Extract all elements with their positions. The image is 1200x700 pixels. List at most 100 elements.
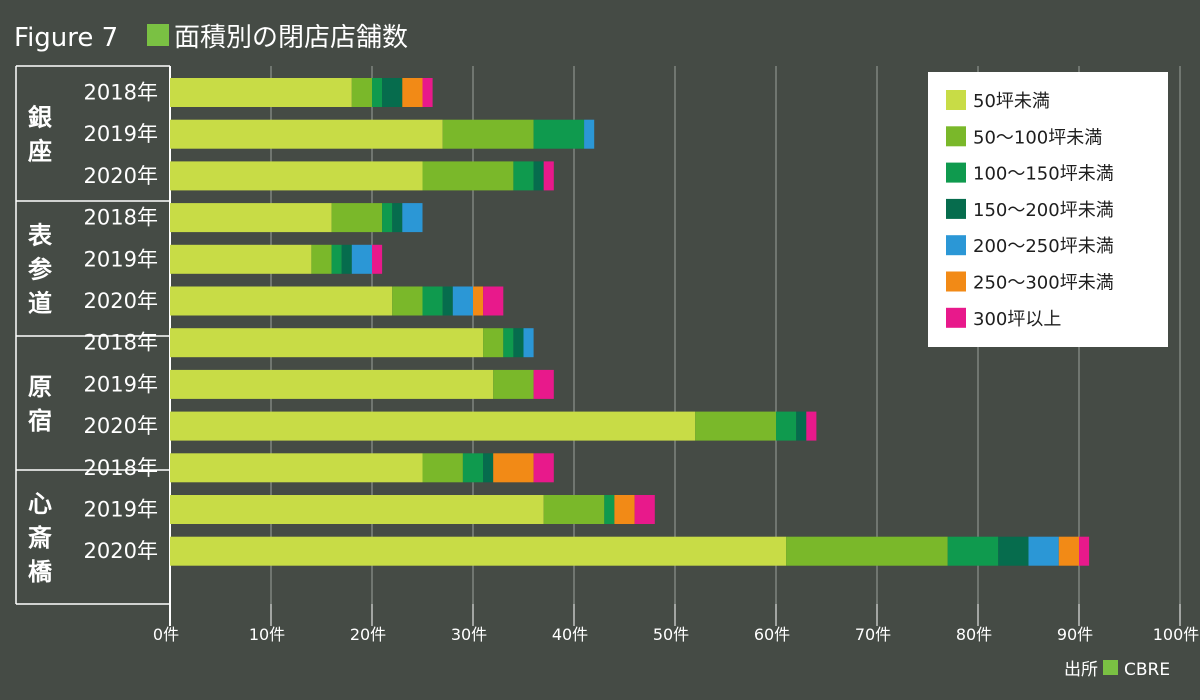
- group-label-char: 参: [28, 256, 52, 284]
- x-tick-label: 10件: [249, 625, 285, 644]
- bar-segment: [483, 286, 504, 316]
- group-label-char: 宿: [28, 407, 52, 435]
- group-label-char: 斎: [28, 524, 52, 552]
- figure-number: Figure 7: [14, 23, 118, 53]
- bar-segment: [533, 119, 585, 149]
- x-tick-label: 90件: [1057, 625, 1093, 644]
- bar-segment: [604, 495, 615, 524]
- source-note: 出所 CBRE: [1064, 660, 1170, 680]
- legend-swatch: [946, 271, 966, 292]
- bar-segment: [170, 328, 484, 358]
- bar-segment: [392, 203, 403, 233]
- bar-segment: [796, 411, 807, 441]
- legend-label: 50～100坪未満: [973, 127, 1102, 148]
- bar-segment: [483, 453, 494, 483]
- bar-segment: [331, 203, 383, 233]
- group-label: 銀座: [28, 104, 52, 166]
- bar-segment: [170, 119, 443, 149]
- group-label-char: 銀: [28, 104, 52, 132]
- group-label-char: 心: [28, 490, 52, 518]
- bar-segment: [947, 536, 999, 566]
- legend-swatch: [946, 307, 966, 328]
- group-label-char: 表: [28, 222, 53, 250]
- group-label: 原宿: [28, 373, 52, 435]
- axis-frame: [15, 65, 171, 626]
- legend-label: 50坪未満: [973, 91, 1050, 112]
- group-label: 表参道: [28, 222, 53, 318]
- legend: 50坪未満 50～100坪未満 100～150坪未満 150～200坪未満 200～25…: [928, 72, 1168, 347]
- x-tick-label: 100件: [1153, 625, 1200, 644]
- bar-segment: [1079, 536, 1090, 566]
- bar-segment: [422, 286, 443, 316]
- bar-segment: [402, 203, 423, 233]
- bar-segment: [493, 453, 534, 483]
- year-label: 2020年: [84, 414, 158, 438]
- x-tick-label: 70件: [855, 625, 891, 644]
- group-label-char: 原: [28, 373, 52, 401]
- bar-segment: [170, 161, 423, 191]
- legend-box: [928, 72, 1168, 347]
- bar-segment: [483, 328, 504, 358]
- bar-segment: [442, 286, 453, 316]
- legend-label: 250～300坪未満: [973, 273, 1114, 294]
- bar-segment: [543, 161, 554, 191]
- source-marker: [1103, 660, 1118, 675]
- bar-segment: [382, 203, 393, 233]
- bar-segment: [695, 411, 776, 441]
- group-label-char: 道: [28, 290, 52, 318]
- bar-segment: [392, 286, 423, 316]
- bar-segment: [351, 244, 372, 274]
- x-tick-label: 0件: [153, 625, 179, 644]
- year-label: 2018年: [84, 456, 158, 480]
- bar-segment: [503, 328, 514, 358]
- x-tick-label: 30件: [451, 625, 487, 644]
- bar-segment: [402, 78, 423, 107]
- bar-segment: [331, 244, 342, 274]
- legend-label: 300坪以上: [973, 309, 1061, 330]
- source-label: 出所: [1064, 660, 1098, 680]
- bar-segment: [513, 161, 534, 191]
- legend-label: 200～250坪未満: [973, 236, 1114, 257]
- bar-segment: [543, 495, 605, 524]
- x-tick-label: 50件: [653, 625, 689, 644]
- bar-segment: [170, 369, 494, 399]
- chart-title-text: 面積別の閉店店舗数: [174, 23, 408, 53]
- bar-segment: [533, 161, 544, 191]
- y-axis-labels: 銀座2018年2019年2020年表参道2018年2019年2020年原宿201…: [28, 81, 158, 587]
- bars: [170, 78, 1090, 566]
- bar-segment: [351, 78, 372, 107]
- legend-swatch: [946, 235, 966, 256]
- legend-swatch: [946, 126, 966, 147]
- bar-segment: [170, 495, 544, 524]
- bar-segment: [442, 119, 534, 149]
- bar-segment: [422, 78, 433, 107]
- bar-segment: [786, 536, 948, 566]
- bar-segment: [533, 369, 554, 399]
- bar-segment: [170, 203, 332, 233]
- x-tick-label: 80件: [956, 625, 992, 644]
- legend-swatch: [946, 90, 966, 110]
- bar-segment: [584, 119, 595, 149]
- year-label: 2018年: [84, 206, 158, 230]
- x-axis-ticks: 0件 10件 20件 30件 40件 50件 60件 70件 80件 90件 100件: [153, 604, 1199, 644]
- year-label: 2019年: [84, 372, 158, 396]
- x-tick-label: 40件: [552, 625, 588, 644]
- bar-segment: [1028, 536, 1059, 566]
- bar-segment: [462, 453, 484, 483]
- group-label: 心斎橋: [28, 490, 53, 586]
- year-label: 2018年: [84, 331, 158, 355]
- year-label: 2019年: [84, 122, 158, 146]
- bar-segment: [523, 328, 534, 358]
- bar-segment: [170, 536, 787, 566]
- title-marker: [147, 24, 169, 46]
- bar-segment: [341, 244, 352, 274]
- bar-segment: [806, 411, 817, 441]
- bar-segment: [634, 495, 655, 524]
- bar-segment: [311, 244, 332, 274]
- chart-title: Figure 7 面積別の閉店店舗数: [14, 23, 408, 53]
- bar-segment: [170, 453, 423, 483]
- year-label: 2020年: [84, 289, 158, 313]
- year-label: 2019年: [84, 247, 158, 271]
